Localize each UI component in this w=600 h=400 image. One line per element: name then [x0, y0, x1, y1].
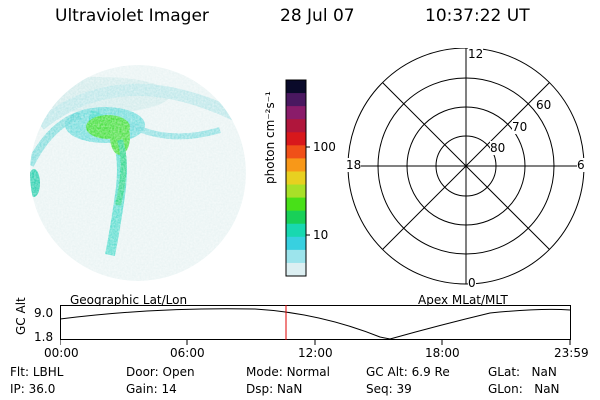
time-label: 10:37:22 UT	[425, 6, 530, 26]
colorbar-segment	[286, 119, 306, 133]
altitude-curve	[60, 308, 571, 340]
xtick-1800: 18:00	[425, 346, 460, 360]
xtick-0600: 06:00	[170, 346, 205, 360]
mlt-label-6: 6	[577, 158, 585, 172]
colorbar-segment	[286, 171, 306, 186]
colorbar-segment	[286, 93, 306, 107]
colorbar-segment	[286, 145, 306, 159]
altplot-ylabel: GC Alt	[14, 297, 28, 335]
polar-grid	[347, 48, 585, 285]
colorbar-segment	[286, 158, 306, 172]
app-title: Ultraviolet Imager	[55, 6, 209, 26]
info-seq: Seq: 39	[366, 382, 412, 396]
xtick-2359: 23:59	[554, 346, 589, 360]
colorbar-segment	[286, 197, 306, 212]
info-glon: GLon: NaN	[488, 382, 560, 396]
colorbar: photon cm⁻²s⁻¹	[263, 79, 310, 277]
altitude-plot	[60, 305, 571, 345]
colorbar-segment	[286, 223, 306, 238]
colorbar-segment	[286, 249, 306, 264]
info-glat: GLat: NaN	[488, 365, 557, 379]
colorbar-segment	[286, 132, 306, 146]
lat-label-70: 70	[512, 120, 528, 134]
colorbar-segment	[286, 80, 306, 94]
xtick-0000: 00:00	[44, 346, 79, 360]
mlt-label-0: 0	[468, 276, 476, 290]
info-gain: Gain: 14	[126, 382, 177, 396]
altplot-right-label: Apex MLat/MLT	[418, 293, 508, 307]
colorbar-tick-100: 100	[313, 140, 336, 154]
aurora-image	[30, 65, 246, 281]
colorbar-segment	[286, 184, 306, 199]
colorbar-tick-10: 10	[313, 228, 329, 242]
info-gc-alt: GC Alt: 6.9 Re	[366, 365, 450, 379]
info-mode: Mode: Normal	[246, 365, 330, 379]
colorbar-segment	[286, 236, 306, 251]
mlt-label-18: 18	[346, 158, 362, 172]
date-label: 28 Jul 07	[280, 6, 355, 26]
colorbar-segment	[286, 210, 306, 225]
lat-label-60: 60	[536, 98, 552, 112]
info-ip: IP: 36.0	[10, 382, 56, 396]
altplot-ytick-1-8: 1.8	[34, 330, 54, 344]
altplot-left-label: Geographic Lat/Lon	[70, 293, 188, 307]
colorbar-label: photon cm⁻²s⁻¹	[263, 91, 277, 184]
lat-label-80: 80	[490, 141, 506, 155]
mlt-label-12: 12	[468, 47, 484, 61]
info-dsp: Dsp: NaN	[246, 382, 303, 396]
altplot-ytick-9: 9.0	[34, 306, 54, 320]
colorbar-segment	[286, 262, 306, 277]
info-door: Door: Open	[126, 365, 195, 379]
info-flt: Flt: LBHL	[10, 365, 64, 379]
altplot-frame	[60, 305, 571, 340]
xtick-1200: 12:00	[298, 346, 333, 360]
colorbar-segment	[286, 106, 306, 120]
